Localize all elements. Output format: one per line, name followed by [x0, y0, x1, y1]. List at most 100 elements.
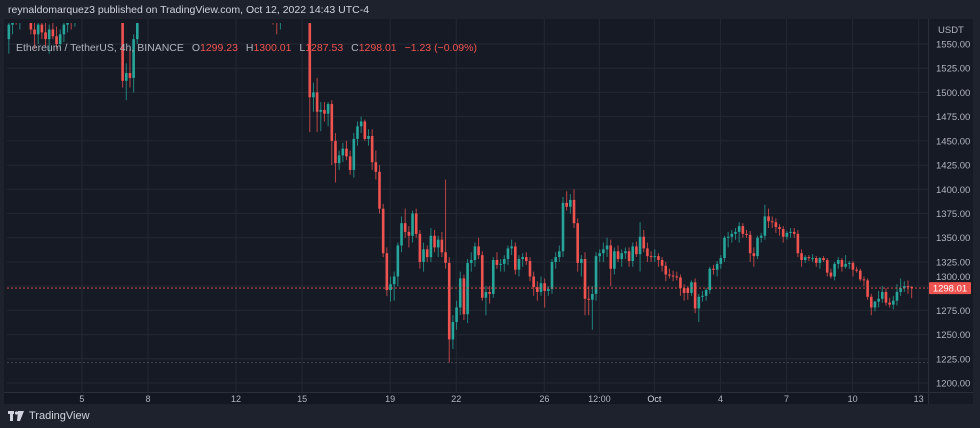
- price-tick-label: 1250.00: [936, 330, 970, 341]
- candle-up: [624, 247, 627, 260]
- candle-down: [646, 242, 649, 262]
- candle-up: [638, 222, 642, 272]
- candle-body: [569, 199, 572, 207]
- plot-background: [4, 19, 973, 404]
- candle-up: [422, 242, 425, 272]
- time-tick-label: 15: [297, 394, 307, 404]
- candle-up: [389, 276, 392, 302]
- chart-panel[interactable]: USDT 1550.00 1525.00 1500.00 1475.00 1450.00 1…: [4, 19, 973, 404]
- candle-down: [128, 48, 132, 88]
- candle-body: [719, 258, 723, 264]
- candle-body: [616, 251, 620, 260]
- candle-down: [378, 165, 381, 214]
- candle-body: [796, 233, 800, 254]
- candle-body: [561, 202, 565, 252]
- tradingview-logo-icon[interactable]: [8, 411, 24, 421]
- candle-body: [620, 253, 624, 260]
- price-tick-label: 1475.00: [936, 112, 970, 123]
- candle-up: [499, 259, 502, 272]
- candle-up: [19, 23, 21, 30]
- candle-up: [392, 271, 396, 301]
- candle-body: [624, 251, 627, 254]
- candle-body: [877, 298, 880, 302]
- candle-body: [745, 233, 748, 235]
- high-label: H: [245, 42, 254, 54]
- candle-up: [473, 242, 477, 267]
- candle-body: [352, 138, 356, 170]
- candle-body: [33, 29, 36, 35]
- candle-up: [818, 257, 822, 269]
- candle-body: [11, 23, 14, 25]
- candle-body: [642, 236, 646, 249]
- candle-body: [836, 259, 840, 264]
- candle-body: [319, 109, 323, 112]
- candle-body: [513, 246, 517, 270]
- candle-body: [477, 246, 480, 256]
- candle-down: [488, 286, 491, 304]
- candle-body: [587, 298, 590, 300]
- candle-body: [356, 126, 359, 139]
- candle-body: [701, 295, 704, 297]
- symbol-legend: Ethereum / TetherUS, 4h, BINANCE O1299.2…: [16, 42, 477, 54]
- candle-body: [774, 222, 778, 228]
- candle-up: [521, 253, 524, 267]
- candle-up: [466, 259, 469, 323]
- candle-up: [554, 252, 557, 269]
- candle-down: [825, 258, 829, 277]
- candle-body: [315, 92, 319, 112]
- candle-up: [605, 237, 609, 258]
- candle-body: [873, 301, 877, 308]
- candle-body: [862, 279, 866, 281]
- candle-body: [649, 256, 653, 258]
- candle-down: [671, 270, 675, 282]
- candle-body: [657, 256, 660, 260]
- candle-body: [403, 223, 407, 232]
- candle-body: [418, 233, 422, 262]
- currency-label: USDT: [938, 25, 964, 36]
- candle-body: [741, 226, 745, 234]
- candle-body: [473, 246, 477, 260]
- candle-up: [491, 257, 495, 298]
- candle-body: [572, 199, 576, 224]
- last-price-badge: [929, 282, 971, 295]
- candle-up: [436, 235, 440, 258]
- candle-body: [869, 296, 873, 308]
- price-tick-label: 1300.00: [936, 272, 970, 283]
- candle-body: [433, 235, 436, 248]
- candle-body: [748, 234, 752, 254]
- price-tick-label: 1200.00: [936, 379, 970, 390]
- candlestick-chart[interactable]: USDT 1550.00 1525.00 1500.00 1475.00 1450.00 1…: [4, 19, 973, 404]
- candle-body: [499, 263, 502, 265]
- candle-up: [602, 242, 605, 262]
- candle-up: [892, 295, 895, 310]
- candle-body: [833, 263, 836, 277]
- brand-name[interactable]: TradingView: [29, 410, 90, 422]
- candle-down: [381, 203, 385, 258]
- candle-up: [631, 242, 635, 267]
- candle-down: [348, 150, 352, 175]
- candle-down: [767, 208, 770, 229]
- candle-body: [458, 278, 462, 308]
- price-tick-label: 1550.00: [936, 40, 970, 51]
- candle-up: [833, 261, 836, 281]
- candle-up: [726, 231, 730, 248]
- candle-down: [536, 281, 539, 301]
- candle-down: [528, 257, 532, 282]
- candle-body: [425, 249, 429, 258]
- candle-body: [323, 109, 326, 114]
- candle-up: [844, 255, 847, 269]
- candle-down: [712, 264, 715, 275]
- candle-up: [558, 245, 561, 262]
- candle-down: [55, 26, 58, 49]
- candle-down: [477, 237, 480, 260]
- candle-down: [315, 77, 319, 133]
- high-value: 1300.01: [253, 42, 292, 54]
- candle-body: [550, 261, 554, 290]
- candle-down: [29, 23, 33, 35]
- candle-up: [847, 260, 851, 269]
- candle-down: [627, 247, 631, 267]
- open-label: O: [191, 42, 200, 54]
- candle-down: [884, 288, 888, 306]
- candle-up: [756, 235, 759, 260]
- candle-body: [495, 259, 499, 265]
